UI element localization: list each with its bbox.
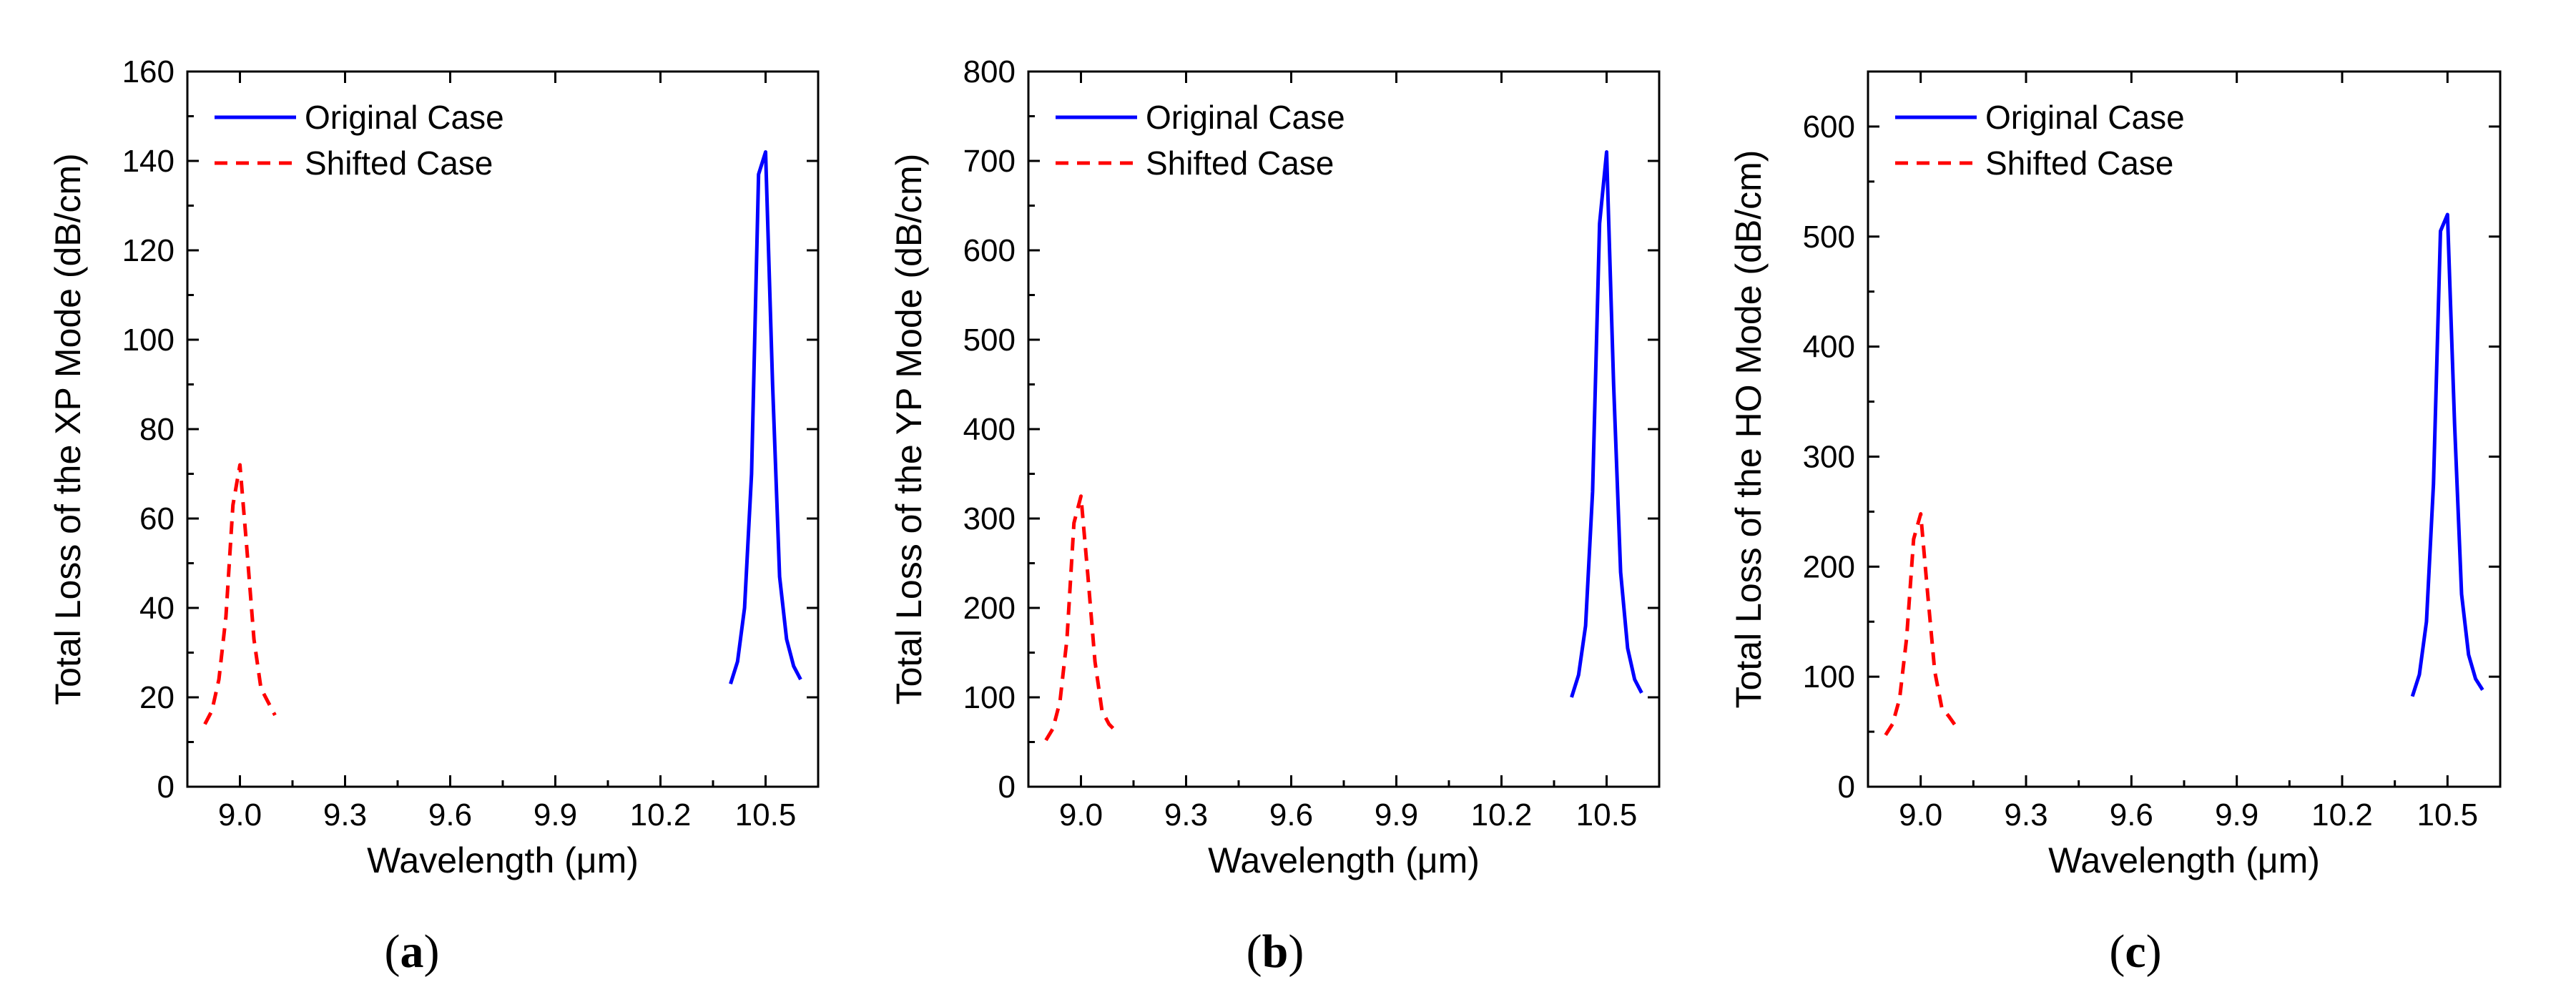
- series-line-shifted-a: [203, 463, 277, 725]
- y-tick-label-a: 100: [122, 323, 174, 358]
- chart-panel-c: 9.0 9.3 9.6 9.9 10.2 10.5 0 100 200 300 400 500 600 O…: [1729, 70, 2502, 978]
- legend-b: Original Case Shifted Case: [1056, 99, 1345, 182]
- caption-close-paren: ): [424, 925, 440, 978]
- y-tick-label-a: 40: [139, 591, 174, 626]
- y-tick-label-b: 600: [963, 233, 1016, 268]
- series-line-shifted-b: [1044, 494, 1118, 742]
- y-tick-label-c: 400: [1803, 330, 1855, 365]
- y-tick-label-a: 140: [122, 144, 174, 179]
- panel-caption-c: (c): [2109, 925, 2161, 978]
- y-tick-label-c: 0: [1838, 770, 1855, 805]
- x-axis-title-b: Wavelength (μm): [1208, 840, 1480, 880]
- x-tick-label-b: 9.0: [1059, 797, 1103, 832]
- plot-frame-c: [1867, 70, 2502, 788]
- y-tick-label-b: 800: [963, 54, 1016, 89]
- series-line-original-c: [2410, 212, 2484, 697]
- series-line-original-a: [729, 150, 802, 685]
- y-tick-label-c: 600: [1803, 109, 1855, 144]
- y-tick-label-b: 100: [963, 680, 1016, 715]
- x-tick-label-c: 9.3: [2004, 797, 2047, 832]
- y-tick-label-c: 100: [1803, 659, 1855, 694]
- caption-letter: a: [400, 925, 424, 978]
- legend-label-b: Original Case: [1146, 99, 1345, 136]
- x-tick-label-b: 10.2: [1471, 797, 1533, 832]
- y-tick-label-a: 160: [122, 54, 174, 89]
- y-tick-label-a: 0: [157, 770, 174, 805]
- caption-letter: c: [2125, 925, 2145, 978]
- y-tick-label-c: 200: [1803, 549, 1855, 584]
- caption-open-paren: (: [385, 925, 400, 978]
- x-tick-label-a: 10.2: [630, 797, 692, 832]
- y-tick-label-a: 80: [139, 412, 174, 447]
- x-tick-label-a: 9.9: [534, 797, 577, 832]
- x-tick-label-b: 9.9: [1375, 797, 1418, 832]
- caption-close-paren: ): [1288, 925, 1304, 978]
- legend-label-a: Shifted Case: [305, 144, 493, 182]
- x-tick-label-b: 9.3: [1164, 797, 1208, 832]
- y-tick-label-b: 700: [963, 144, 1016, 179]
- y-tick-label-a: 20: [139, 680, 174, 715]
- y-tick-label-b: 400: [963, 412, 1016, 447]
- x-tick-label-a: 9.0: [218, 797, 262, 832]
- y-tick-label-c: 500: [1803, 220, 1855, 255]
- panel-caption-a: (a): [385, 925, 440, 978]
- chart-panel-b: 9.0 9.3 9.6 9.9 10.2 10.5 0 100 200 300 400 500 600 7…: [889, 54, 1661, 978]
- x-axis-title-a: Wavelength (μm): [367, 840, 639, 880]
- y-axis-title-c: Total Loss of the HO Mode (dB/cm): [1729, 150, 1769, 709]
- legend-label-a: Original Case: [305, 99, 504, 136]
- legend-a: Original Case Shifted Case: [215, 99, 504, 182]
- plot-frame-a: [186, 70, 820, 788]
- panel-caption-b: (b): [1247, 925, 1304, 978]
- y-tick-label-b: 300: [963, 501, 1016, 536]
- series-line-original-b: [1570, 150, 1643, 698]
- x-tick-label-b: 9.6: [1269, 797, 1313, 832]
- y-axis-title-a: Total Loss of the XP Mode (dB/cm): [48, 153, 88, 705]
- x-tick-label-b: 10.5: [1576, 797, 1638, 832]
- caption-open-paren: (: [2109, 925, 2125, 978]
- caption-open-paren: (: [1247, 925, 1262, 978]
- series-line-shifted-c: [1884, 512, 1957, 737]
- x-tick-label-a: 10.5: [735, 797, 797, 832]
- x-tick-label-c: 10.2: [2311, 797, 2373, 832]
- y-tick-label-b: 200: [963, 591, 1016, 626]
- caption-close-paren: ): [2146, 925, 2162, 978]
- caption-letter: b: [1262, 925, 1289, 978]
- x-tick-label-c: 9.6: [2110, 797, 2153, 832]
- chart-panel-a: 9.0 9.3 9.6 9.9 10.2 10.5 0 20 40 60 80 100 120 140 16…: [48, 54, 820, 978]
- legend-label-b: Shifted Case: [1146, 144, 1334, 182]
- x-tick-label-a: 9.6: [428, 797, 472, 832]
- x-tick-label-c: 9.9: [2215, 797, 2258, 832]
- x-tick-label-c: 10.5: [2417, 797, 2479, 832]
- legend-label-c: Shifted Case: [1985, 144, 2173, 182]
- x-tick-label-a: 9.3: [323, 797, 367, 832]
- y-tick-label-a: 120: [122, 233, 174, 268]
- y-tick-label-c: 300: [1803, 439, 1855, 474]
- y-tick-label-b: 0: [998, 770, 1016, 805]
- legend-c: Original Case Shifted Case: [1895, 99, 2185, 182]
- y-axis-title-b: Total Loss of the YP Mode (dB/cm): [889, 154, 929, 705]
- legend-label-c: Original Case: [1985, 99, 2185, 136]
- y-tick-label-a: 60: [139, 501, 174, 536]
- y-tick-label-b: 500: [963, 323, 1016, 358]
- x-axis-title-c: Wavelength (μm): [2048, 840, 2320, 880]
- x-tick-label-c: 9.0: [1899, 797, 1942, 832]
- plot-frame-b: [1027, 70, 1661, 788]
